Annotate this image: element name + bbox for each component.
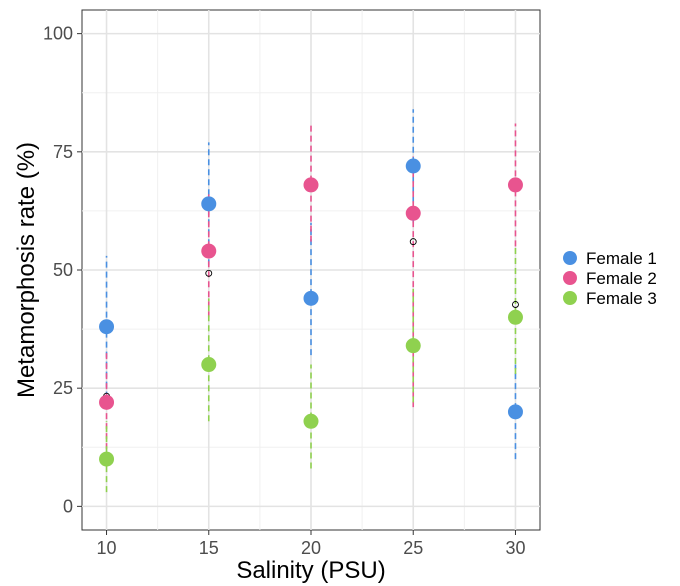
legend-label: Female 2 xyxy=(586,269,657,288)
x-tick-label: 20 xyxy=(301,538,321,558)
data-point xyxy=(303,177,319,193)
mean-marker xyxy=(205,269,213,277)
data-point xyxy=(507,309,523,325)
data-point xyxy=(405,158,421,174)
data-point xyxy=(201,357,217,373)
y-tick-label: 25 xyxy=(53,378,73,398)
x-tick-label: 15 xyxy=(199,538,219,558)
data-point xyxy=(99,394,115,410)
data-point xyxy=(507,177,523,193)
x-tick-label: 30 xyxy=(505,538,525,558)
data-point xyxy=(303,290,319,306)
data-points xyxy=(99,158,523,467)
mean-marker xyxy=(409,238,417,246)
y-tick-label: 100 xyxy=(43,24,73,44)
data-point xyxy=(405,205,421,221)
legend-swatch xyxy=(563,251,577,265)
data-point xyxy=(201,243,217,259)
data-point xyxy=(405,338,421,354)
y-tick-label: 75 xyxy=(53,142,73,162)
data-point xyxy=(201,196,217,212)
x-axis-title: Salinity (PSU) xyxy=(236,557,385,584)
legend-label: Female 1 xyxy=(586,249,657,268)
legend-swatch xyxy=(563,271,577,285)
mean-marker xyxy=(512,301,519,308)
y-ticks: 0 25 50 75 100 xyxy=(43,24,82,516)
x-ticks: 10 15 20 25 30 xyxy=(97,530,525,558)
legend-label: Female 3 xyxy=(586,289,657,308)
y-tick-label: 0 xyxy=(63,496,73,516)
data-point xyxy=(99,319,115,335)
x-tick-label: 25 xyxy=(403,538,423,558)
data-point xyxy=(303,413,319,429)
y-axis-title: Metamorphosis rate (%) xyxy=(13,142,40,398)
data-point xyxy=(99,451,115,467)
legend-swatch xyxy=(563,291,577,305)
data-point xyxy=(507,404,523,420)
y-tick-label: 50 xyxy=(53,260,73,280)
x-tick-label: 10 xyxy=(97,538,117,558)
